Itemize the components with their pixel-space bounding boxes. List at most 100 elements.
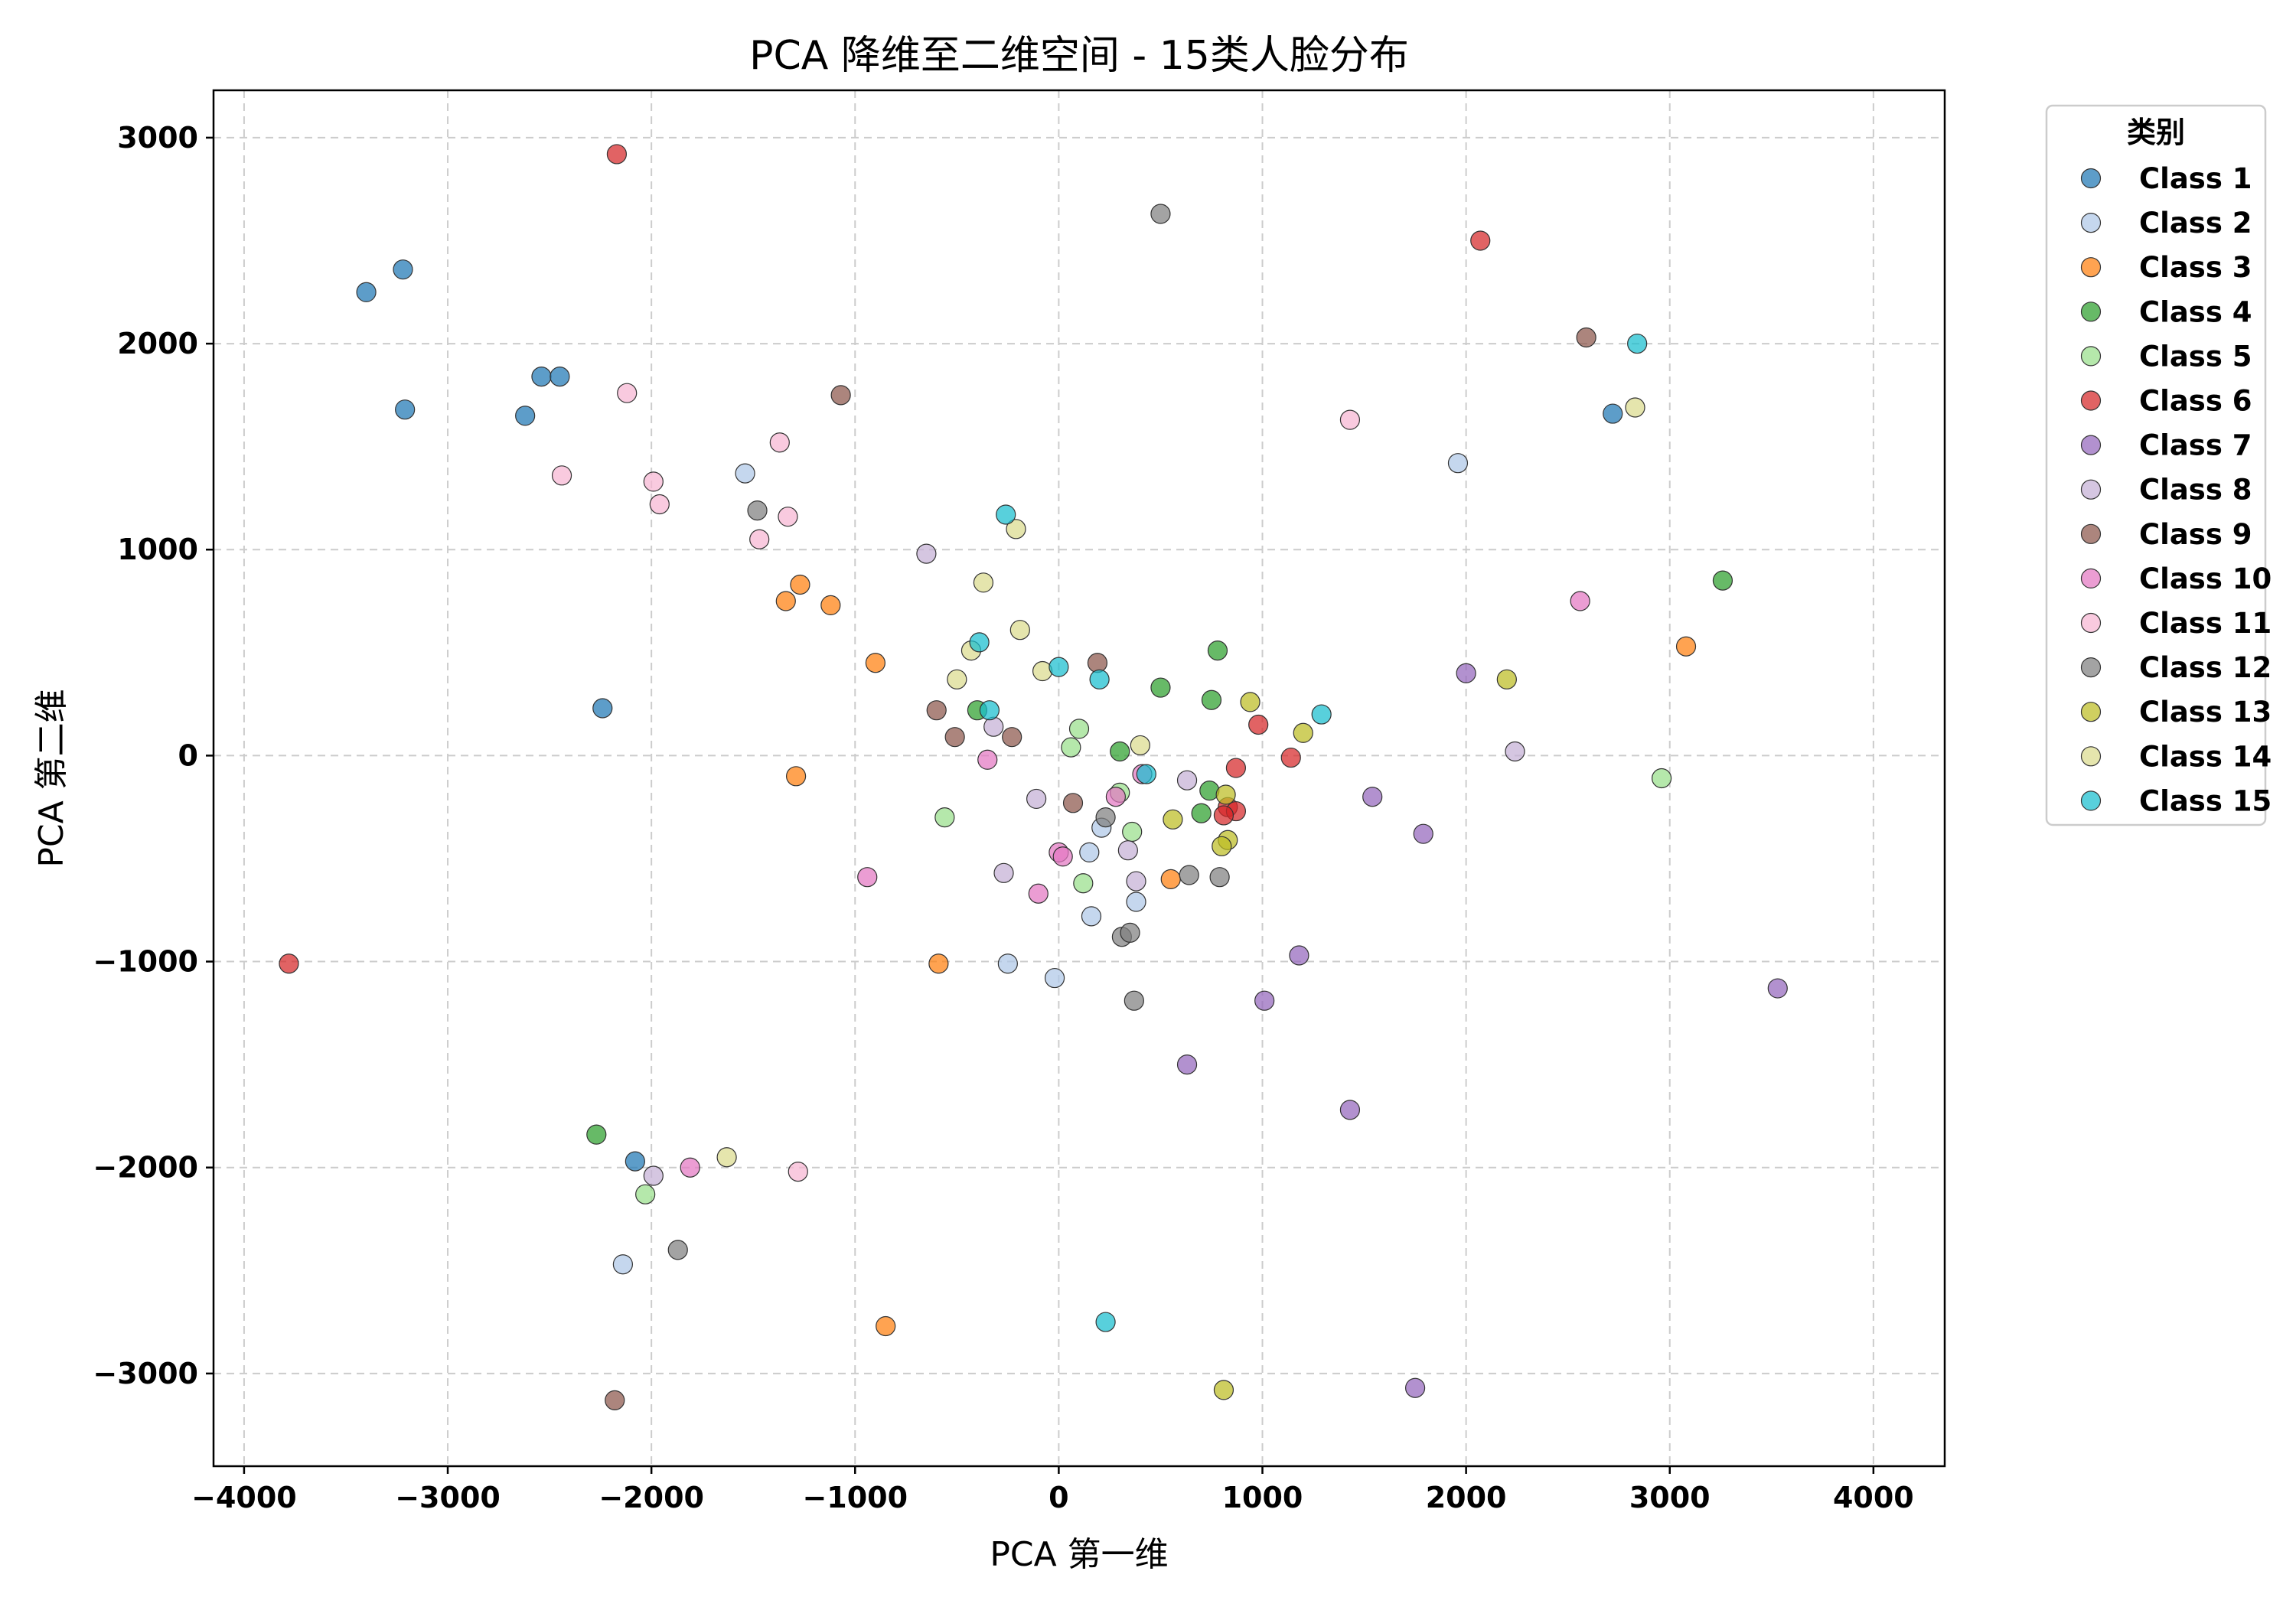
legend-marker [2080, 568, 2102, 589]
data-point [667, 1240, 688, 1260]
data-point [973, 572, 994, 593]
data-point [1293, 722, 1313, 743]
data-point [1496, 669, 1517, 689]
series-6 [279, 144, 1491, 974]
data-point [1044, 967, 1065, 989]
data-point [934, 807, 955, 828]
data-point [1212, 836, 1232, 856]
data-point [635, 1184, 656, 1204]
data-point [1095, 807, 1116, 828]
y-tick-label: −2000 [93, 1151, 198, 1185]
data-point [1456, 663, 1476, 683]
data-point [997, 953, 1018, 974]
data-point [1362, 787, 1383, 807]
series-15 [969, 333, 1648, 1332]
data-point [979, 700, 1000, 721]
plot-area-frame [212, 89, 1946, 1468]
data-point [1002, 727, 1022, 748]
data-point [1130, 735, 1150, 756]
legend-label: Class 3 [2139, 251, 2252, 284]
data-points [279, 144, 1788, 1410]
data-point [586, 1124, 607, 1145]
data-point [1570, 591, 1590, 611]
data-point [1061, 737, 1081, 758]
data-point [617, 383, 638, 403]
series-1 [356, 259, 1623, 1172]
legend-label: Class 9 [2139, 518, 2252, 551]
y-tick-label: 1000 [117, 533, 198, 566]
data-point [1136, 764, 1156, 784]
data-point [1089, 669, 1110, 689]
data-point [1068, 719, 1090, 739]
y-tick-label: 3000 [117, 121, 198, 155]
data-point [551, 465, 572, 486]
legend-marker [2080, 346, 2102, 367]
data-point [393, 259, 413, 280]
x-tick-label: −2000 [598, 1481, 704, 1514]
data-point [1124, 990, 1144, 1011]
data-point [1117, 840, 1138, 861]
data-point [1625, 397, 1645, 418]
data-point [1026, 788, 1047, 810]
data-point [1191, 803, 1212, 823]
data-point [1248, 714, 1269, 735]
legend-label: Class 4 [2139, 295, 2252, 328]
data-point [643, 471, 664, 492]
data-point [1179, 865, 1199, 885]
data-point [550, 367, 570, 387]
data-point [625, 1151, 645, 1172]
legend-marker [2080, 257, 2102, 278]
data-point [1105, 787, 1127, 807]
series-3 [775, 574, 1697, 1337]
data-point [1062, 793, 1084, 813]
data-point [769, 432, 790, 453]
data-point [1240, 692, 1261, 712]
y-tick-label: 2000 [117, 327, 198, 360]
series-8 [643, 543, 1525, 1186]
data-point [1447, 453, 1469, 474]
data-point [531, 367, 552, 387]
data-point [1160, 869, 1181, 889]
data-point [785, 766, 807, 787]
legend-marker [2080, 790, 2102, 811]
data-point [969, 632, 990, 653]
data-point [716, 1147, 737, 1168]
data-point [1675, 636, 1697, 657]
data-point [395, 399, 416, 420]
legend-box [2045, 104, 2267, 826]
legend-marker [2080, 302, 2102, 322]
grid [214, 90, 1945, 1466]
legend-marker [2080, 746, 2102, 767]
series-11 [551, 383, 1361, 1182]
data-point [1126, 892, 1146, 912]
legend-label: Class 8 [2139, 474, 2252, 507]
legend-label: Class 14 [2139, 740, 2272, 773]
series-13 [1163, 669, 1517, 1400]
legend-marker [2080, 168, 2102, 189]
data-point [735, 463, 755, 484]
series-4 [586, 570, 1733, 1145]
data-point [1176, 1054, 1198, 1075]
series-9 [605, 327, 1596, 1410]
legend-marker [2080, 435, 2102, 455]
data-point [926, 700, 947, 721]
data-point [606, 144, 628, 165]
legend-label: Class 7 [2139, 429, 2252, 462]
legend-label: Class 13 [2139, 696, 2272, 729]
data-point [928, 953, 949, 974]
y-tick-label: −3000 [93, 1357, 198, 1390]
data-point [1150, 204, 1171, 224]
legend-title: 类别 [2127, 116, 2185, 149]
data-point [1712, 570, 1733, 591]
data-point [1120, 922, 1140, 943]
data-point [1767, 978, 1788, 999]
data-point [857, 867, 878, 888]
data-point [1603, 403, 1623, 424]
data-point [1122, 821, 1143, 843]
data-point [1339, 409, 1361, 430]
legend-marker [2080, 213, 2102, 233]
legend-label: Class 11 [2139, 607, 2272, 640]
data-point [790, 574, 810, 595]
data-point [1225, 758, 1247, 778]
